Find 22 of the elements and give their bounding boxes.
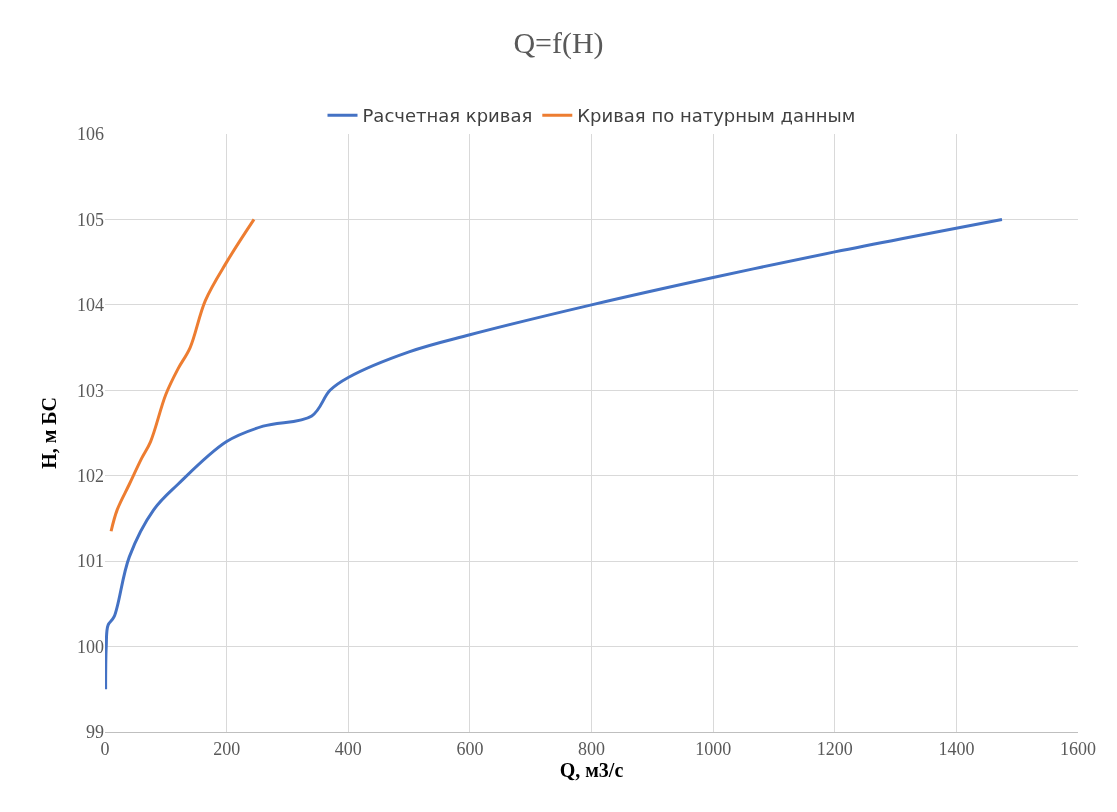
x-tick-label: 800 (578, 738, 605, 759)
x-tick-label: 1000 (695, 738, 732, 759)
x-tick-label: 1400 (938, 738, 975, 759)
y-tick-label: 102 (77, 466, 104, 487)
y-axis-title: H, м БС (37, 397, 60, 469)
chart-title: Q=f(H) (513, 26, 604, 61)
y-tick-label: 103 (77, 380, 104, 401)
legend-label: Кривая по натурным данным (577, 105, 856, 127)
y-tick-label: 105 (77, 209, 104, 230)
x-tick-label: 400 (334, 738, 362, 759)
y-tick-label: 100 (77, 636, 104, 657)
y-tick-label: 101 (77, 551, 104, 572)
x-tick-label: 200 (213, 738, 241, 759)
legend-label: Расчетная кривая (362, 105, 533, 127)
x-tick-label: 600 (456, 738, 484, 759)
line-series (109, 217, 256, 533)
y-tick-label: 106 (77, 124, 104, 145)
line-series (105, 217, 1004, 691)
x-tick-label: 1600 (1060, 738, 1096, 759)
x-axis-title: Q, м3/с (559, 758, 624, 781)
x-tick-label: 1200 (816, 738, 853, 759)
y-tick-label: 104 (77, 295, 104, 316)
